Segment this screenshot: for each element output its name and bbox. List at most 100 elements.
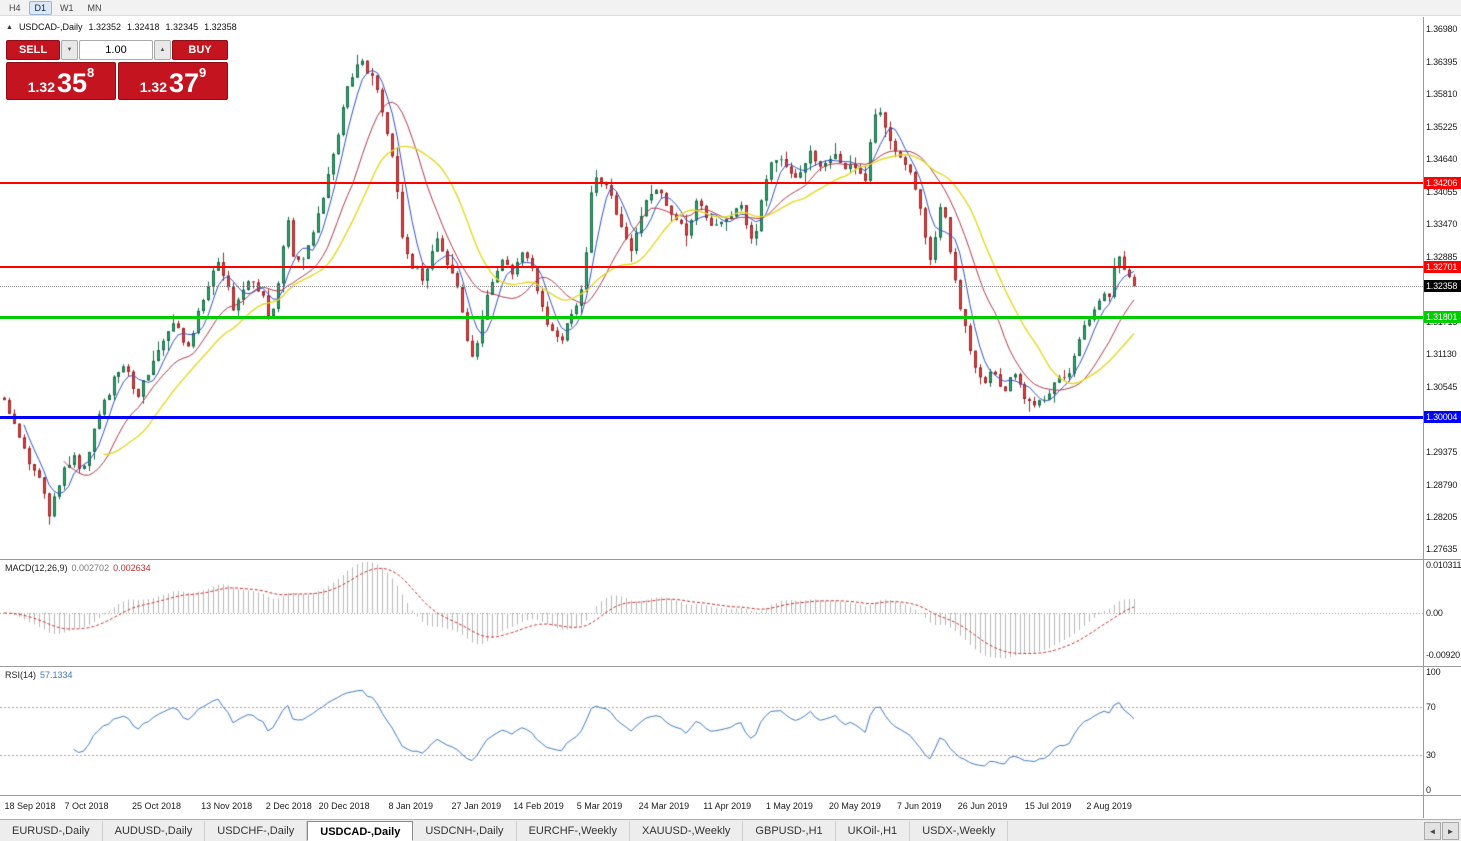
ohlc-high: 1.32418 bbox=[127, 22, 160, 32]
buy-price-prefix: 1.32 bbox=[139, 79, 167, 95]
chart-tab-usdchf-daily[interactable]: USDCHF-,Daily bbox=[205, 821, 308, 841]
buy-price-pipette: 9 bbox=[199, 65, 207, 80]
horizontal-line-1.31801[interactable] bbox=[0, 316, 1423, 319]
rsi-axis-label: 100 bbox=[1426, 667, 1441, 677]
rsi-axis-label: 0 bbox=[1426, 785, 1431, 795]
date-axis-label: 25 Oct 2018 bbox=[132, 801, 182, 811]
rsi-axis-label: 30 bbox=[1426, 749, 1436, 760]
date-axis-label: 26 Jun 2019 bbox=[957, 801, 1008, 811]
tab-scroll-right-button[interactable]: ► bbox=[1442, 822, 1459, 840]
chart-tab-bar: EURUSD-,Daily AUDUSD-,Daily USDCHF-,Daily U… bbox=[0, 819, 1461, 841]
trade-panel-collapse-icon[interactable]: ▲ bbox=[6, 23, 13, 31]
rsi-caption: RSI(14) 57.1334 bbox=[5, 670, 73, 680]
macd-axis: 0.010311 0.00 -0.00920 bbox=[1424, 560, 1461, 666]
timeframe-button-mn[interactable]: MN bbox=[87, 2, 102, 13]
price-axis-label: 1.34055 bbox=[1426, 186, 1458, 197]
rsi-indicator-chart[interactable] bbox=[0, 667, 1423, 795]
buy-button[interactable]: BUY bbox=[172, 40, 228, 60]
price-axis-label: 1.32885 bbox=[1426, 251, 1458, 262]
ohlc-low: 1.32345 bbox=[165, 22, 199, 32]
date-axis-label: 14 Feb 2019 bbox=[513, 801, 564, 811]
date-axis-label: 24 Mar 2019 bbox=[638, 801, 690, 811]
chevron-up-icon: ▲ bbox=[159, 47, 166, 53]
timeframe-button-d1[interactable]: D1 bbox=[28, 0, 53, 15]
macd-indicator-chart[interactable] bbox=[0, 560, 1423, 666]
macd-signal-value: 0.002634 bbox=[113, 563, 151, 573]
price-axis-label: 1.27635 bbox=[1426, 543, 1458, 554]
date-axis-label: 5 Mar 2019 bbox=[576, 801, 623, 811]
date-axis-label: 13 Nov 2018 bbox=[201, 801, 253, 811]
date-axis-label: 2 Aug 2019 bbox=[1086, 801, 1132, 811]
volume-input[interactable] bbox=[79, 40, 153, 60]
date-axis-label: 7 Jun 2019 bbox=[897, 801, 942, 811]
macd-caption: MACD(12,26,9) 0.002702 0.002634 bbox=[5, 563, 151, 573]
date-axis-label: 8 Jan 2019 bbox=[388, 801, 434, 811]
horizontal-line-1.34206[interactable] bbox=[0, 182, 1423, 184]
price-axis-label: 1.30545 bbox=[1426, 381, 1458, 392]
price-axis-label: 1.35810 bbox=[1426, 89, 1458, 100]
chart-tab-eurchf-weekly[interactable]: EURCHF-,Weekly bbox=[517, 821, 630, 841]
sell-price-big-digits: 35 bbox=[56, 68, 88, 98]
price-badge-1.30004: 1.30004 bbox=[1424, 411, 1461, 423]
price-axis-label: 1.28790 bbox=[1426, 479, 1458, 490]
date-axis-label: 7 Oct 2018 bbox=[64, 801, 109, 811]
current-price-line bbox=[0, 286, 1423, 287]
macd-axis-label: 0.00 bbox=[1426, 608, 1443, 618]
chart-tab-xauusd-weekly[interactable]: XAUUSD-,Weekly bbox=[630, 821, 744, 841]
chart-tab-usdx-weekly[interactable]: USDX-,Weekly bbox=[910, 821, 1009, 841]
chart-symbol-title: USDCAD-,Daily bbox=[18, 22, 83, 32]
timeframe-button-w1[interactable]: W1 bbox=[60, 2, 74, 13]
one-click-trading-panel: SELL ▼ ▲ BUY 1.32 35 8 1.32 37 9 bbox=[6, 40, 232, 100]
sell-button[interactable]: SELL bbox=[6, 40, 60, 60]
timeframe-toolbar: H4 D1 W1 MN bbox=[0, 0, 1461, 16]
date-axis-label: 20 May 2019 bbox=[828, 801, 881, 811]
chart-ohlc-header: ▲ USDCAD-,Daily 1.32352 1.32418 1.32345 … bbox=[6, 22, 237, 32]
chart-tab-ukoil-h1[interactable]: UKOil-,H1 bbox=[836, 821, 911, 841]
candlestick-chart[interactable] bbox=[0, 17, 1423, 559]
rsi-axis: 100 70 30 0 bbox=[1424, 667, 1461, 795]
price-badge-1.31801: 1.31801 bbox=[1424, 311, 1461, 323]
chart-tab-audusd-daily[interactable]: AUDUSD-,Daily bbox=[103, 821, 206, 841]
price-axis-label: 1.33470 bbox=[1426, 219, 1458, 230]
horizontal-line-1.30004[interactable] bbox=[0, 416, 1423, 419]
date-axis-label: 2 Dec 2018 bbox=[265, 801, 312, 811]
date-axis-label: 15 Jul 2019 bbox=[1024, 801, 1072, 811]
price-axis-separator bbox=[1423, 17, 1424, 818]
sell-price-pipette: 8 bbox=[87, 65, 95, 80]
buy-price-display[interactable]: 1.32 37 9 bbox=[118, 62, 228, 100]
chart-tab-eurusd-daily[interactable]: EURUSD-,Daily bbox=[0, 821, 103, 841]
rsi-axis-label: 70 bbox=[1426, 702, 1436, 713]
price-badge-1.32701: 1.32701 bbox=[1424, 261, 1461, 273]
tab-scroll-controls: ◄ ► bbox=[1424, 822, 1459, 840]
price-axis-label: 1.31130 bbox=[1426, 349, 1457, 360]
chart-tab-usdcad-daily[interactable]: USDCAD-,Daily bbox=[307, 821, 414, 841]
price-axis-label: 1.36395 bbox=[1426, 56, 1458, 67]
macd-axis-label: 0.010311 bbox=[1426, 560, 1461, 571]
macd-panel-splitter[interactable] bbox=[0, 559, 1461, 560]
date-axis-label: 18 Sep 2018 bbox=[4, 801, 56, 811]
price-badge-1.34206: 1.34206 bbox=[1424, 177, 1461, 189]
chart-tab-usdcnh-daily[interactable]: USDCNH-,Daily bbox=[413, 821, 517, 841]
price-axis-label: 1.34640 bbox=[1426, 154, 1458, 165]
price-axis-label: 1.28205 bbox=[1426, 512, 1458, 523]
rsi-panel-splitter[interactable] bbox=[0, 666, 1461, 667]
date-axis-label: 11 Apr 2019 bbox=[703, 801, 752, 811]
sell-price-display[interactable]: 1.32 35 8 bbox=[6, 62, 116, 100]
chart-tab-gbpusd-h1[interactable]: GBPUSD-,H1 bbox=[743, 821, 836, 841]
ohlc-open: 1.32352 bbox=[88, 22, 121, 32]
macd-axis-label: -0.00920 bbox=[1426, 650, 1460, 661]
tab-scroll-left-button[interactable]: ◄ bbox=[1424, 822, 1441, 840]
date-axis[interactable]: 18 Sep 2018 7 Oct 2018 25 Oct 2018 13 Nov 2… bbox=[0, 796, 1423, 818]
timeframe-button-h4[interactable]: H4 bbox=[9, 2, 21, 13]
date-axis-label: 27 Jan 2019 bbox=[451, 801, 502, 811]
rsi-name: RSI(14) bbox=[5, 670, 37, 680]
price-axis-label: 1.36980 bbox=[1426, 24, 1458, 35]
chevron-down-icon: ▼ bbox=[66, 47, 73, 53]
price-axis-label: 1.29375 bbox=[1426, 446, 1458, 457]
price-axis-label: 1.35225 bbox=[1426, 121, 1458, 132]
volume-increase-button[interactable]: ▲ bbox=[154, 40, 171, 60]
horizontal-line-1.32701[interactable] bbox=[0, 266, 1423, 268]
sell-price-prefix: 1.32 bbox=[27, 79, 55, 95]
volume-decrease-button[interactable]: ▼ bbox=[61, 40, 78, 60]
